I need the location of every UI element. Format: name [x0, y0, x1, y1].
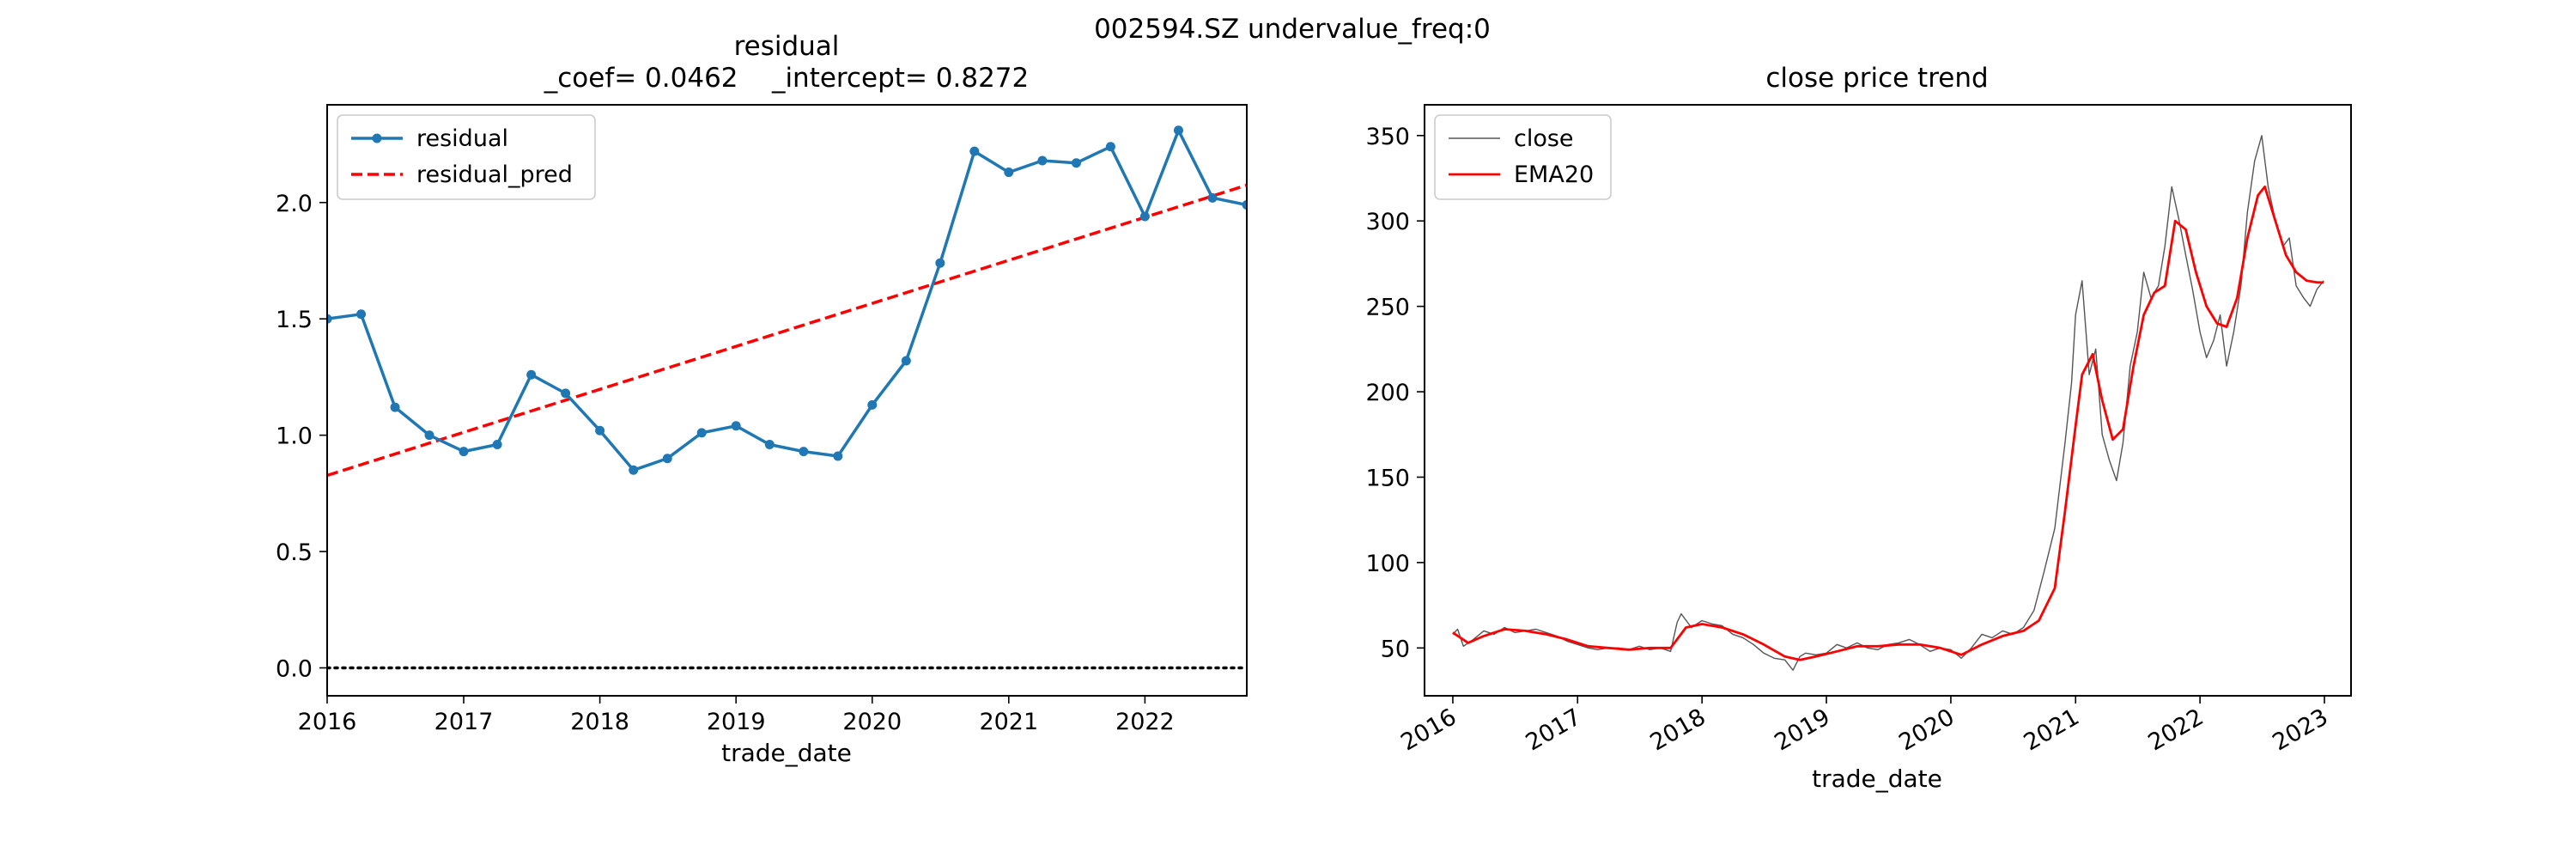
residual-point — [1105, 142, 1115, 152]
residual-y-tick-label: 0.0 — [276, 655, 313, 682]
residual-point — [1071, 158, 1081, 168]
residual-series-group — [327, 125, 1247, 670]
close-plot-frame — [1424, 104, 2352, 697]
residual-y-tick-label: 2.0 — [276, 191, 313, 217]
residual-point — [662, 454, 672, 464]
residual-x-tick-label: 2018 — [570, 709, 629, 735]
residual-chart-title: residual — [734, 31, 840, 62]
residual-point — [327, 314, 332, 324]
residual-point — [1207, 192, 1218, 203]
close-y-tick-label: 50 — [1381, 636, 1410, 662]
residual-x-tick-label: 2022 — [1115, 709, 1175, 735]
residual-point — [867, 399, 878, 410]
residual-point — [833, 451, 843, 461]
residual-point — [935, 258, 945, 268]
legend-residual-label: residual — [416, 125, 508, 152]
residual-point — [901, 356, 911, 366]
residual-chart-subtitle: _coef= 0.0462 _intercept= 0.8272 — [544, 63, 1030, 94]
residual-point — [799, 447, 809, 457]
close-price-chart-title: close price trend — [1765, 63, 1988, 94]
residual-x-tick-label: 2020 — [842, 709, 902, 735]
residual-point — [459, 447, 469, 457]
residual-plot-frame — [326, 104, 1248, 697]
close-y-tick-label: 200 — [1365, 380, 1410, 406]
residual-point — [424, 430, 434, 441]
residual-point — [356, 309, 367, 320]
residual-x-tick-label: 2021 — [979, 709, 1038, 735]
residual-point — [1037, 155, 1048, 166]
residual-point — [526, 369, 537, 380]
close-y-tick-label: 350 — [1365, 124, 1410, 150]
residual-y-tick-label: 1.0 — [276, 423, 313, 450]
residual-y-tick-label: 0.5 — [276, 539, 313, 566]
residual-point — [492, 439, 502, 449]
residual-legend: residual residual_pred — [337, 114, 596, 200]
residual-line — [327, 129, 1247, 472]
legend-residual-pred-label: residual_pred — [416, 161, 573, 188]
residual-x-tick-label: 2017 — [434, 709, 494, 735]
close-y-tick-label: 150 — [1365, 465, 1410, 491]
residual-point — [595, 425, 605, 436]
residual-pred-line — [327, 183, 1247, 478]
close-legend: close EMA20 — [1434, 114, 1612, 200]
residual-point — [629, 465, 639, 475]
close-y-tick-label: 250 — [1365, 295, 1410, 321]
residual-point — [1004, 168, 1014, 178]
residual-point — [1173, 125, 1183, 136]
residual-point — [969, 146, 980, 156]
close-series-group — [1452, 135, 2324, 671]
residual-chart: residual _coef= 0.0462 _intercept= 0.827… — [276, 31, 1248, 767]
residual-x-tick-label: 2019 — [707, 709, 766, 735]
residual-point — [1242, 199, 1247, 210]
figure-suptitle: 002594.SZ undervalue_freq:0 — [1094, 14, 1491, 45]
close-y-tick-label: 300 — [1365, 209, 1410, 235]
residual-plot-area: 2016 2017 2018 2019 2020 2021 2022 0.0 0.5 1.0 1.5… — [276, 104, 1248, 735]
residual-point — [561, 388, 571, 399]
residual-point — [764, 439, 775, 449]
close-price-x-axis-label: trade_date — [1812, 765, 1942, 793]
residual-y-tick-label: 1.5 — [276, 307, 313, 333]
residual-point — [390, 402, 400, 412]
close-y-tick-label: 100 — [1365, 551, 1410, 577]
residual-point — [1139, 211, 1150, 222]
residual-x-tick-label: 2016 — [298, 709, 357, 735]
legend-ema20-label: EMA20 — [1514, 161, 1594, 188]
residual-point — [696, 428, 707, 438]
residual-point — [731, 421, 741, 431]
legend-residual-marker — [372, 133, 382, 143]
residual-legend-box — [337, 114, 596, 200]
residual-x-axis-label: trade_date — [721, 739, 852, 767]
legend-close-label: close — [1514, 125, 1574, 152]
ema20-line — [1452, 185, 2324, 661]
close-legend-box — [1434, 114, 1612, 200]
